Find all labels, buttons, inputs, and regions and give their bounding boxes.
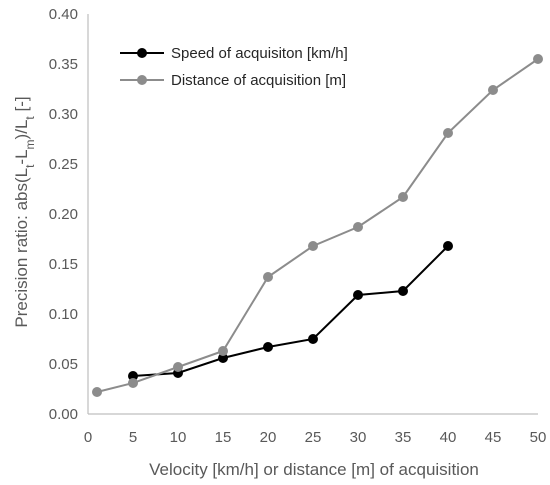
series-2-point [398, 192, 408, 202]
series-1-point [398, 286, 408, 296]
x-axis-tick-labels: 0 5 10 15 20 25 30 35 40 45 50 [84, 429, 547, 446]
y-tick-label: 0.15 [49, 256, 78, 273]
series-1-line [132, 245, 449, 377]
series-1-point [308, 334, 318, 344]
legend: Speed of acquisiton [km/h] Distance of a… [120, 45, 348, 89]
x-tick-label: 25 [305, 429, 322, 446]
y-tick-label: 0.20 [49, 206, 78, 223]
series-2-point [488, 85, 498, 95]
y-axis-tick-labels: 0.00 0.05 0.10 0.15 0.20 0.25 0.30 0.35 0.40 [49, 6, 78, 423]
series-2-point [443, 128, 453, 138]
y-tick-label: 0.00 [49, 406, 78, 423]
series-2-point [533, 54, 543, 64]
x-tick-label: 35 [395, 429, 412, 446]
x-tick-label: 50 [530, 429, 547, 446]
legend-item-series-1: Speed of acquisiton [km/h] [120, 45, 348, 62]
x-tick-label: 30 [350, 429, 367, 446]
x-tick-label: 0 [84, 429, 92, 446]
series-2-line [96, 58, 539, 393]
series-1-point [263, 342, 273, 352]
x-tick-label: 10 [170, 429, 187, 446]
plot-area [87, 14, 538, 415]
series-2-point [128, 378, 138, 388]
series-2-point [218, 346, 228, 356]
legend-item-series-2: Distance of acquisition [m] [120, 72, 346, 89]
x-tick-label: 15 [215, 429, 232, 446]
legend-label-series-2: Distance of acquisition [m] [171, 72, 346, 89]
y-tick-label: 0.35 [49, 56, 78, 73]
y-tick-label: 0.40 [49, 6, 78, 23]
y-axis-title: Precision ratio: abs(Lt-Lm)/Lt [-] [12, 96, 37, 327]
series-1-point [443, 241, 453, 251]
series-2-point [92, 387, 102, 397]
x-axis-title: Velocity [km/h] or distance [m] of acqui… [149, 460, 479, 479]
legend-label-series-1: Speed of acquisiton [km/h] [171, 45, 348, 62]
x-tick-label: 20 [260, 429, 277, 446]
series-2-point [308, 241, 318, 251]
series-2 [92, 54, 543, 397]
x-tick-label: 40 [440, 429, 457, 446]
series-2-point [353, 222, 363, 232]
y-tick-label: 0.10 [49, 306, 78, 323]
series-1-point [128, 371, 138, 381]
y-tick-label: 0.25 [49, 156, 78, 173]
series-1-point [353, 290, 363, 300]
x-tick-label: 45 [485, 429, 502, 446]
series-layer [92, 54, 543, 397]
y-tick-label: 0.05 [49, 356, 78, 373]
series-2-point [173, 362, 183, 372]
x-tick-label: 5 [129, 429, 137, 446]
series-1-point [218, 353, 228, 363]
series-2-point [263, 272, 273, 282]
y-tick-label: 0.30 [49, 106, 78, 123]
